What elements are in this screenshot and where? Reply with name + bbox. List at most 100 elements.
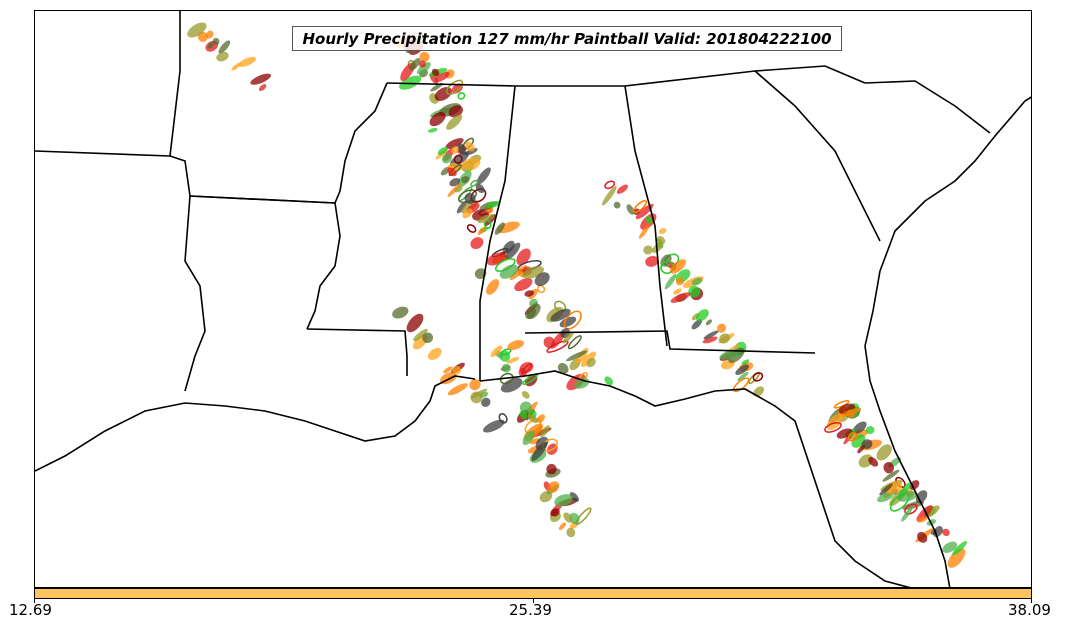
- precip-blob: [547, 481, 560, 493]
- precip-blob: [218, 40, 231, 54]
- fl-atlantic-coast: [864, 345, 951, 587]
- precip-blob: [567, 335, 582, 350]
- colorbar-tick-min: 12.69: [9, 601, 52, 619]
- precip-blob: [461, 176, 470, 184]
- precip-blob: [392, 306, 409, 319]
- precip-blob: [876, 444, 892, 461]
- precip-blob: [550, 508, 560, 517]
- precip-blob: [456, 201, 467, 214]
- state-borders: [35, 11, 1031, 587]
- precip-blob: [826, 413, 843, 431]
- precip-blob: [917, 531, 928, 543]
- precip-blob: [753, 386, 764, 397]
- precip-blob: [205, 30, 214, 39]
- precip-blob: [469, 378, 481, 391]
- precip-blob: [486, 200, 501, 209]
- precip-blob: [216, 51, 229, 62]
- colorbar-tick-mid: 25.39: [509, 601, 552, 619]
- precip-blob: [399, 75, 422, 90]
- precip-blob: [719, 349, 740, 360]
- precip-blob: [465, 141, 475, 152]
- precip-blob: [695, 309, 709, 322]
- precip-blob: [645, 255, 659, 267]
- precip-blob: [427, 348, 442, 360]
- precip-blob: [462, 208, 473, 219]
- precip-blob: [448, 164, 462, 177]
- precip-blob: [546, 463, 557, 475]
- precip-blob: [441, 153, 452, 164]
- precip-blob: [521, 391, 530, 399]
- precip-blob: [882, 469, 900, 482]
- precip-blob: [752, 372, 764, 382]
- precip-blob: [525, 308, 537, 320]
- precip-blob: [613, 201, 621, 209]
- precip-blob: [616, 184, 628, 194]
- precip-blob: [409, 58, 421, 71]
- precip-blob: [540, 425, 550, 437]
- precip-blob: [897, 491, 918, 502]
- precip-blob: [732, 377, 750, 393]
- precip-blob: [514, 278, 533, 292]
- precip-blob: [502, 363, 511, 373]
- precip-blob: [443, 366, 453, 374]
- colorbar-tick-mark: [34, 599, 35, 603]
- precip-blob: [716, 323, 727, 333]
- precip-blob: [413, 328, 428, 342]
- precip-blob: [499, 264, 519, 279]
- precip-blob: [868, 456, 879, 467]
- precip-blob: [719, 333, 730, 344]
- precip-blob: [562, 331, 574, 344]
- precip-blob: [258, 84, 267, 92]
- precip-blob: [431, 68, 440, 77]
- precip-blob: [449, 177, 461, 187]
- precip-blob: [852, 421, 867, 434]
- precip-blob: [470, 391, 483, 404]
- precip-blob: [427, 127, 438, 133]
- precip-blob: [509, 265, 527, 281]
- precip-blob: [212, 37, 220, 45]
- precip-blob: [238, 56, 256, 67]
- precip-blob: [942, 528, 950, 537]
- precip-blob: [464, 192, 476, 205]
- precip-blob: [250, 73, 272, 85]
- precip-blob: [952, 541, 967, 556]
- precip-blob: [447, 167, 457, 177]
- precip-blob: [643, 245, 653, 255]
- precip-blob: [904, 503, 918, 515]
- precip-blob: [499, 372, 514, 385]
- precip-blob: [861, 439, 873, 449]
- precip-blob: [691, 277, 703, 286]
- precip-blob: [207, 42, 214, 49]
- precip-blob: [737, 371, 749, 381]
- precip-blob: [519, 410, 528, 420]
- precip-blob: [476, 167, 491, 185]
- precip-blob: [454, 186, 463, 193]
- precip-blob: [916, 505, 933, 522]
- precip-blob: [417, 62, 431, 75]
- ar-la-border: [189, 195, 336, 204]
- precip-blob: [601, 186, 617, 206]
- precip-blob: [550, 308, 571, 322]
- precip-blob: [527, 414, 539, 424]
- precip-blob: [453, 154, 463, 164]
- map-title: Hourly Precipitation 127 mm/hr Paintball…: [292, 26, 842, 51]
- precip-blob: [481, 397, 491, 407]
- precip-blob: [534, 272, 550, 287]
- precip-blob: [505, 242, 521, 260]
- precip-blob: [452, 366, 462, 375]
- precip-blob: [645, 216, 653, 224]
- colorbar: [34, 588, 1032, 599]
- precip-blob: [691, 319, 703, 330]
- precip-blob: [883, 462, 894, 474]
- precip-blob: [604, 180, 616, 190]
- la-coast: [35, 375, 476, 472]
- precip-blob: [673, 288, 682, 295]
- precip-blob: [524, 290, 534, 297]
- ok-tx-border: [35, 150, 171, 157]
- precip-blob: [741, 359, 750, 365]
- precip-blob: [626, 204, 635, 215]
- precip-blob: [569, 492, 580, 502]
- precip-blob: [447, 183, 462, 198]
- precip-blob: [705, 319, 712, 326]
- colorbar-tick-mark: [1031, 599, 1032, 603]
